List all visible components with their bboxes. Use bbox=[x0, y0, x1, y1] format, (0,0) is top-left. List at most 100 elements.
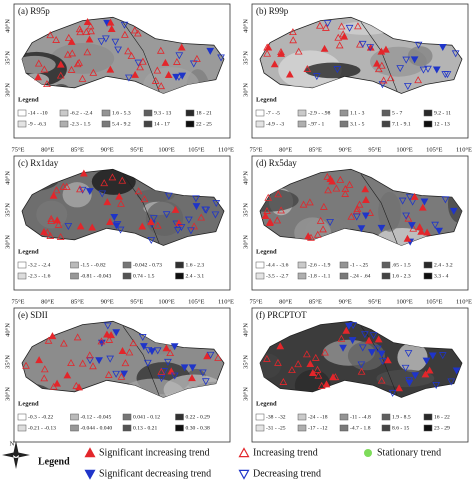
decrease-marker bbox=[432, 381, 441, 389]
decrease-marker bbox=[103, 322, 112, 330]
increase-marker bbox=[153, 66, 162, 74]
decrease-marker bbox=[85, 188, 94, 196]
increase-marker bbox=[382, 45, 390, 53]
increase-marker bbox=[47, 214, 56, 222]
legend-label: -4.4 - -3.6 bbox=[266, 262, 289, 268]
legend-swatch bbox=[339, 261, 349, 269]
decrease-marker bbox=[388, 389, 397, 397]
legend-label: 12 - 13 bbox=[434, 121, 450, 127]
increase-marker bbox=[87, 27, 95, 35]
increase-marker bbox=[134, 29, 142, 37]
lat-label: 40°N bbox=[242, 171, 249, 185]
increase-marker bbox=[322, 380, 331, 388]
increase-marker bbox=[339, 30, 348, 38]
increase-marker bbox=[417, 227, 426, 235]
lon-label: 95°E bbox=[368, 298, 381, 305]
increase-marker bbox=[314, 371, 323, 379]
increase-marker bbox=[332, 184, 341, 192]
increase-marker bbox=[319, 225, 327, 233]
legend-swatch bbox=[255, 413, 265, 421]
legend-label: .65 - 1.5 bbox=[392, 262, 411, 268]
increase-marker bbox=[270, 60, 279, 68]
increase-marker bbox=[106, 18, 115, 26]
increase-marker bbox=[321, 348, 329, 356]
increase-marker bbox=[49, 191, 58, 199]
map-panel: 40°N 35°N 30°N (d) Rx5day Legend -4.4 - -3.6 -… bbox=[242, 155, 469, 291]
increase-marker bbox=[127, 51, 136, 59]
decrease-marker bbox=[410, 56, 419, 64]
shade-zone bbox=[36, 200, 68, 229]
decrease-marker bbox=[188, 364, 197, 372]
decrease-marker bbox=[106, 355, 115, 363]
decrease-marker bbox=[212, 200, 221, 208]
panel-label: (e) SDII bbox=[18, 310, 48, 320]
legend-swatch bbox=[143, 120, 153, 128]
decrease-marker bbox=[373, 345, 382, 353]
increase-marker bbox=[153, 221, 162, 229]
increase-marker bbox=[365, 336, 373, 344]
increase-marker bbox=[73, 333, 82, 341]
decrease-marker bbox=[173, 227, 182, 235]
decrease-marker bbox=[378, 81, 387, 89]
decrease-marker bbox=[184, 216, 193, 224]
increase-marker bbox=[324, 186, 332, 194]
increase-marker bbox=[277, 47, 285, 55]
increase-marker bbox=[317, 381, 326, 389]
decrease-marker bbox=[441, 196, 450, 204]
increase-marker bbox=[306, 198, 314, 206]
lon-label: 105°E bbox=[426, 146, 442, 153]
legend-swatch bbox=[122, 413, 132, 421]
decrease-marker bbox=[432, 66, 441, 74]
legend-label: -4.9 - -3 bbox=[266, 121, 284, 127]
lon-label: 100°E bbox=[158, 146, 174, 153]
legend-swatch bbox=[122, 272, 132, 280]
legend-swatch bbox=[423, 424, 433, 432]
legend-swatch bbox=[122, 424, 132, 432]
increase-marker bbox=[266, 219, 274, 227]
increase-marker bbox=[167, 367, 176, 375]
increase-marker bbox=[56, 60, 65, 68]
increase-marker bbox=[157, 367, 166, 375]
legend-swatch bbox=[175, 261, 184, 269]
increase-marker bbox=[414, 76, 423, 84]
lon-label: 80°E bbox=[41, 298, 54, 305]
lon-label: 75°E bbox=[11, 298, 24, 305]
increase-marker bbox=[279, 377, 288, 385]
increase-marker bbox=[345, 180, 354, 188]
decrease-marker bbox=[187, 227, 195, 235]
legend-swatch bbox=[339, 109, 349, 117]
shade-zone bbox=[304, 62, 361, 79]
increase-marker bbox=[117, 199, 125, 207]
lat-label: 30°N bbox=[242, 83, 249, 97]
decrease-marker bbox=[147, 237, 156, 245]
map-panel: 40°N 35°N 30°N (f) PRCPTOT Legend -38 - -32 -3… bbox=[242, 307, 469, 443]
decrease-marker bbox=[357, 361, 366, 369]
lat-label: 30°N bbox=[4, 387, 11, 401]
legend-swatch bbox=[175, 424, 184, 432]
increase-marker bbox=[105, 335, 114, 343]
legend-swatch bbox=[70, 413, 79, 421]
legend-swatch bbox=[381, 120, 391, 128]
increase-marker bbox=[277, 206, 285, 214]
lon-label: 80°E bbox=[41, 146, 54, 153]
lat-label: 40°N bbox=[242, 19, 249, 33]
increase-marker bbox=[62, 182, 71, 190]
lon-label: 110°E bbox=[456, 298, 472, 305]
decrease-marker bbox=[170, 343, 179, 351]
decrease-marker bbox=[344, 322, 353, 330]
increase-marker bbox=[289, 36, 298, 44]
increase-marker bbox=[138, 222, 147, 230]
decrease-marker bbox=[428, 352, 437, 360]
increase-marker bbox=[384, 356, 392, 364]
decrease-marker bbox=[125, 74, 133, 82]
increase-marker bbox=[68, 49, 77, 57]
lon-label: 100°E bbox=[396, 298, 412, 305]
increase-marker bbox=[59, 339, 68, 347]
decrease-marker bbox=[405, 193, 414, 201]
decrease-marker bbox=[98, 190, 107, 198]
decrease-marker bbox=[438, 44, 447, 52]
decrease-marker bbox=[211, 211, 220, 219]
decrease-marker bbox=[120, 370, 129, 378]
legend-title: Legend bbox=[18, 96, 39, 103]
